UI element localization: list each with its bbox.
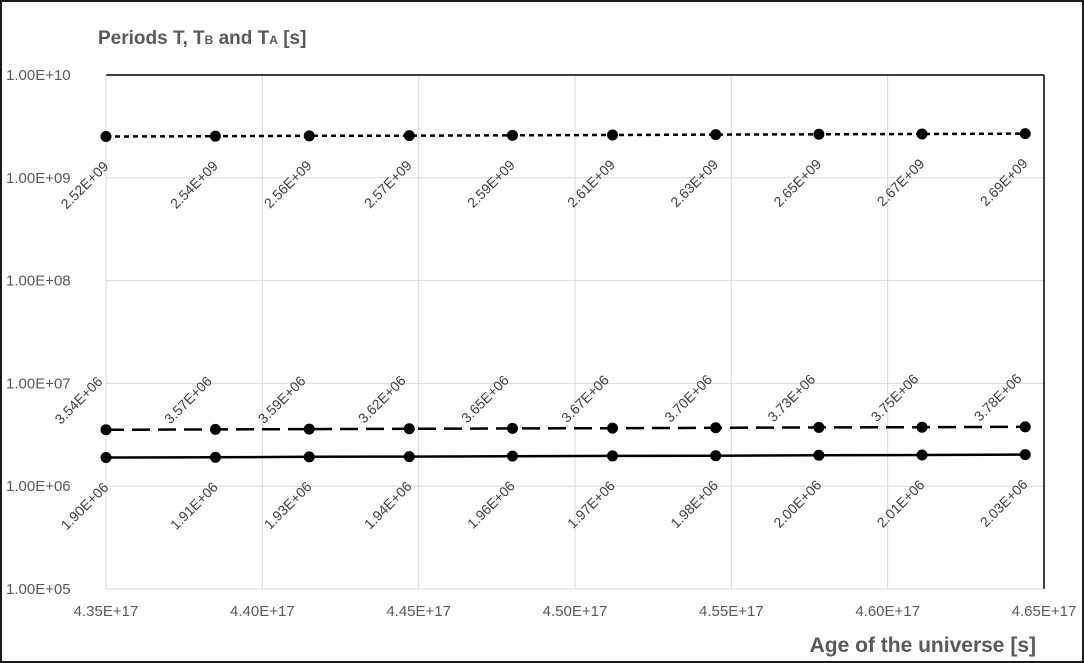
axes (105, 74, 1045, 590)
series-3-data-label: 1.97E+06 (564, 477, 618, 531)
x-tick-label: 4.65E+17 (1012, 603, 1077, 620)
series-3-point (506, 450, 518, 462)
series-1-point (607, 129, 619, 141)
series-3-point (100, 452, 112, 464)
data-labels: 2.52E+09 2.54E+09 2.56E+09 2.57E+09 2.59E+09… (51, 155, 1030, 533)
series-2-data-label: 3.78E+06 (971, 370, 1025, 424)
series-2-data-label: 3.62E+06 (355, 372, 409, 426)
y-tick-label: 1.00E+07 (6, 375, 71, 392)
series-1-point (1019, 128, 1031, 140)
x-tick-label: 4.60E+17 (855, 603, 920, 620)
series-3-data-label: 1.98E+06 (667, 477, 721, 531)
series-1-point (506, 129, 518, 141)
y-tick-label: 1.00E+06 (6, 478, 71, 495)
series-2-point (209, 423, 221, 435)
series-3-data-label: 2.00E+06 (770, 477, 824, 531)
series-2-data-label: 3.70E+06 (661, 371, 715, 425)
series-3-data-label: 1.91E+06 (167, 479, 221, 533)
series-3-point (303, 451, 315, 463)
series-3-point (710, 450, 722, 462)
series-1-point (303, 130, 315, 142)
series-3-point (1019, 449, 1031, 461)
series-2-data-label: 3.67E+06 (558, 371, 612, 425)
series-line-3 (105, 453, 1026, 459)
series-line-2 (105, 425, 1026, 432)
series-1-data-label: 2.67E+09 (874, 155, 928, 209)
series-2-data-label: 3.57E+06 (161, 373, 215, 427)
series-2-point (916, 421, 928, 433)
series-1-data-label: 2.59E+09 (464, 157, 518, 211)
x-tick-label: 4.40E+17 (230, 603, 295, 620)
series-2-data-label: 3.75E+06 (868, 371, 922, 425)
series-1-data-label: 2.56E+09 (261, 157, 315, 211)
series-3-point (403, 451, 415, 463)
series-3-data-label: 2.03E+06 (977, 476, 1031, 530)
series-1-data-label: 2.54E+09 (167, 158, 221, 212)
x-axis-title: Age of the universe [s] (810, 634, 1036, 657)
series-3-data-label: 2.01E+06 (874, 476, 928, 530)
series-1-data-label: 2.69E+09 (977, 155, 1031, 209)
chart-title: Periods T, TB and TA [s] (98, 28, 306, 49)
tick-labels: 1.00E+05 1.00E+06 1.00E+07 1.00E+08 1.00E+09… (6, 67, 1076, 620)
series-3-point (813, 449, 825, 461)
y-tick-label: 1.00E+05 (6, 581, 71, 598)
series-3-data-label: 1.96E+06 (464, 477, 518, 531)
series-2-point (403, 423, 415, 435)
series-1-data-label: 2.61E+09 (564, 156, 618, 210)
series-2-point (1019, 421, 1031, 433)
series-1-point (916, 128, 928, 140)
series-1-data-label: 2.63E+09 (667, 156, 721, 210)
series-1-point (100, 131, 112, 143)
series-3-point (209, 451, 221, 463)
x-tick-label: 4.50E+17 (543, 603, 608, 620)
series-2-point (506, 422, 518, 434)
series-2-data-label: 3.65E+06 (458, 372, 512, 426)
y-tick-label: 1.00E+10 (6, 67, 71, 84)
series-1-data-label: 2.65E+09 (770, 156, 824, 210)
series-2-point (100, 424, 112, 436)
series-group (100, 128, 1031, 464)
series-2-point (813, 421, 825, 433)
series-2-data-label: 3.73E+06 (764, 371, 818, 425)
series-1-point (403, 130, 415, 142)
series-1-point (209, 130, 221, 142)
series-2-point (710, 422, 722, 434)
grid (106, 75, 1044, 589)
series-1-point (710, 129, 722, 141)
series-3-point (916, 449, 928, 461)
y-tick-label: 1.00E+09 (6, 170, 71, 187)
y-tick-label: 1.00E+08 (6, 273, 71, 290)
series-line-1 (105, 132, 1026, 138)
series-2-point (303, 423, 315, 435)
series-2-point (607, 422, 619, 434)
series-1-point (813, 128, 825, 140)
x-tick-label: 4.55E+17 (699, 603, 764, 620)
x-tick-label: 4.45E+17 (386, 603, 451, 620)
x-tick-label: 4.35E+17 (74, 603, 139, 620)
series-1-data-label: 2.57E+09 (361, 157, 415, 211)
series-3-point (607, 450, 619, 462)
